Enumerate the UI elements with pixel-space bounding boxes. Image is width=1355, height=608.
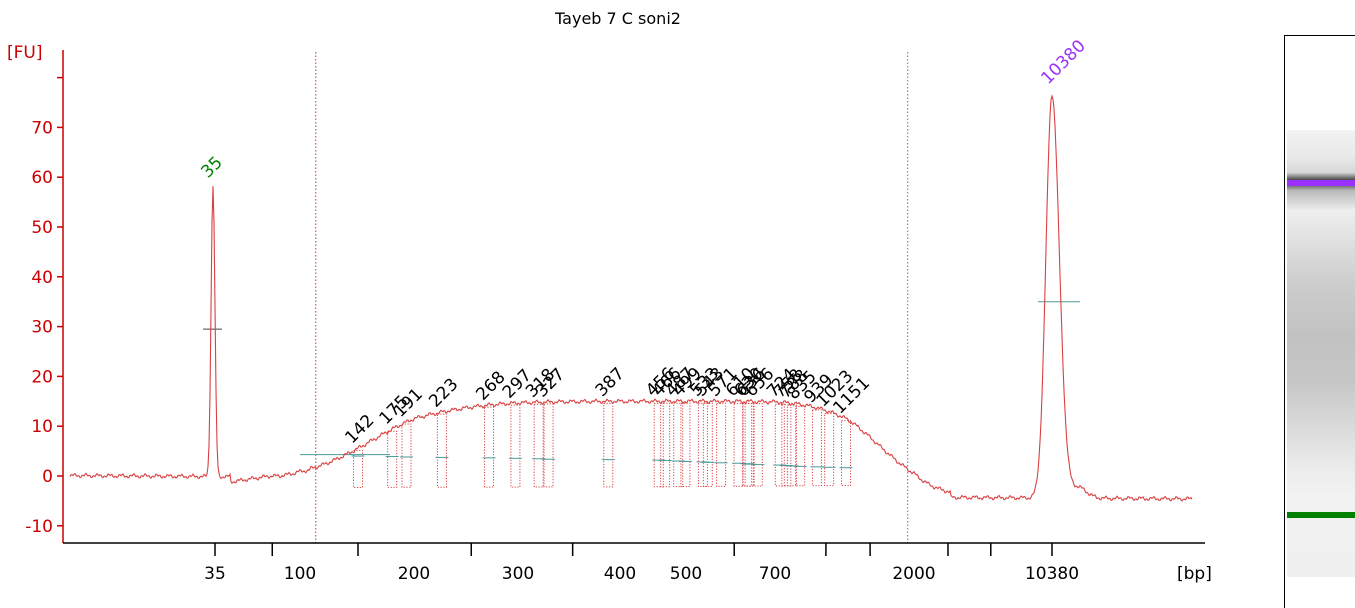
- x-axis-label: [bp]: [1177, 564, 1212, 584]
- peak-box: [660, 402, 671, 488]
- peak-box: [702, 402, 713, 487]
- peak-box: [353, 449, 363, 488]
- y-tick-label: 70: [31, 118, 53, 138]
- peak-box: [680, 402, 691, 488]
- peak-box: [841, 420, 851, 487]
- trace-line: [69, 94, 1193, 502]
- lower-marker-band: [1287, 512, 1355, 518]
- y-ticks: -10 0 10 20 30 40 50 60 70: [25, 76, 63, 537]
- peak-label: 387: [592, 364, 629, 401]
- chart-title: Tayeb 7 C soni2: [554, 9, 681, 28]
- peak-box: [603, 402, 614, 488]
- y-tick-label: 60: [31, 168, 53, 188]
- peak-box: [533, 403, 544, 488]
- upper-marker-band: [1287, 180, 1355, 186]
- y-tick-label: 50: [31, 218, 53, 238]
- x-tick-label: 200: [398, 564, 430, 584]
- peak-box: [752, 403, 763, 487]
- x-tick-label: 400: [604, 564, 636, 584]
- peak-box: [774, 403, 785, 487]
- peak-box: [786, 404, 797, 487]
- peak-box: [543, 403, 554, 488]
- region-guides: [315, 52, 909, 543]
- peak-box: [811, 409, 822, 487]
- peak-box: [673, 402, 684, 488]
- peak-box: [436, 413, 447, 488]
- gel-lane: [1287, 130, 1355, 577]
- upper-marker-label: 10380: [1037, 36, 1089, 88]
- y-tick-label: 10: [31, 417, 53, 437]
- peak-box: [510, 404, 521, 488]
- y-tick-label: -10: [25, 517, 53, 537]
- y-tick-label: 30: [31, 318, 53, 338]
- x-tick-label: 2000: [892, 564, 935, 584]
- y-tick-label: 0: [42, 467, 53, 487]
- axes: [62, 50, 1205, 544]
- peak-box: [653, 402, 664, 488]
- peak-label: 223: [425, 375, 462, 412]
- peak-box: [744, 403, 755, 487]
- electropherogram-chart: Tayeb 7 C soni2 [FU] [bp] -10 0 10 20 30 40 50…: [7, 9, 1212, 584]
- marker-labels: 35 10380: [197, 36, 1089, 182]
- peak-box: [697, 402, 708, 487]
- x-tick-label: 700: [759, 564, 791, 584]
- peak-box: [484, 406, 495, 488]
- lower-marker-label: 35: [197, 153, 226, 182]
- peak-box: [401, 423, 412, 488]
- peak-box: [742, 402, 753, 487]
- trace: [69, 94, 1193, 502]
- peak-boxes: [203, 301, 1080, 488]
- x-tick-label: 10380: [1025, 564, 1079, 584]
- peak-box: [824, 413, 835, 487]
- y-tick-label: 20: [31, 367, 53, 387]
- peak-box: [795, 405, 806, 487]
- x-tick-label: 100: [284, 564, 316, 584]
- peak-box: [387, 430, 398, 488]
- peak-box: [733, 402, 744, 487]
- x-ticks: 35 100 200 300 400 500 700 2000 10380: [204, 543, 1079, 584]
- y-axis-label: [FU]: [7, 43, 43, 63]
- y-tick-label: 40: [31, 268, 53, 288]
- x-tick-label: 500: [670, 564, 702, 584]
- x-tick-label: 35: [204, 564, 226, 584]
- x-tick-label: 300: [502, 564, 534, 584]
- peak-label: 142: [341, 411, 378, 448]
- peak-box: [781, 404, 792, 487]
- peak-box: [716, 402, 727, 487]
